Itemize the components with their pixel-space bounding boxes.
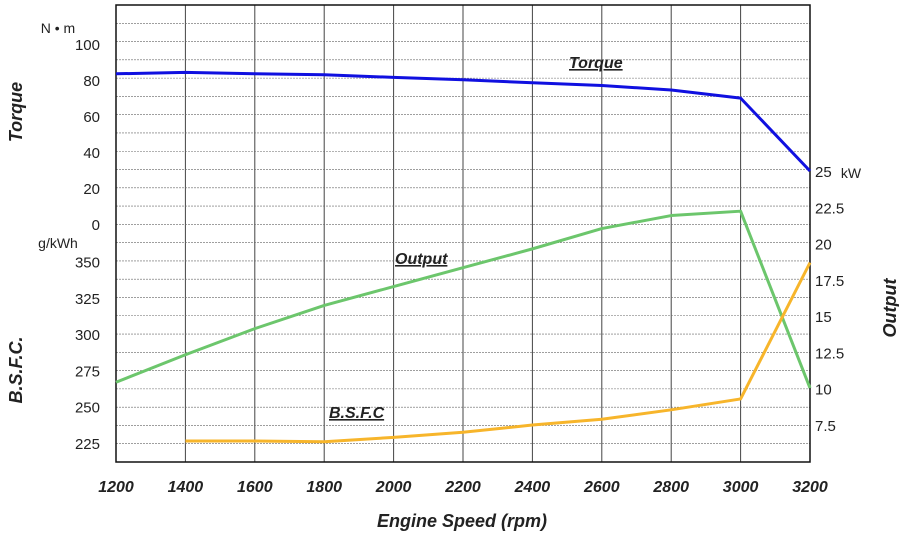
output-series-label: Output — [395, 251, 448, 268]
torque-tick-label: 40 — [83, 145, 100, 162]
bsfc-tick-label: 350 — [75, 255, 100, 272]
x-tick-label: 2400 — [514, 479, 551, 496]
bsfc-tick-label: 225 — [75, 436, 100, 453]
x-tick-label: 1800 — [306, 479, 342, 496]
bsfc-unit-label: g/kWh — [38, 235, 78, 251]
torque-tick-label: 80 — [83, 73, 100, 90]
series-lines — [115, 70, 812, 444]
bsfc-tick-label: 325 — [75, 291, 100, 308]
bsfc-tick-label: 275 — [75, 363, 100, 380]
x-tick-label: 2200 — [444, 479, 481, 496]
torque-line — [115, 70, 812, 173]
x-tick-label: 1200 — [98, 479, 134, 496]
grid — [116, 5, 810, 462]
bsfc-axis-title: B.S.F.C. — [6, 336, 26, 403]
x-axis-title: Engine Speed (rpm) — [377, 511, 547, 531]
bsfc-tick-label: 250 — [75, 400, 100, 417]
x-tick-label: 3200 — [792, 479, 828, 496]
torque-tick-label: 20 — [83, 181, 100, 198]
output-tick-label: 15 — [815, 309, 832, 326]
output-tick-label: 10 — [815, 382, 832, 399]
bsfc-series-label: B.S.F.C — [329, 405, 385, 422]
plot-border — [115, 4, 811, 463]
tick-labels: 0 20 40 60 80 100 225 250 275 300 325 350 7.5 10 12.5 1… — [75, 37, 844, 496]
output-tick-label: 17.5 — [815, 273, 844, 290]
x-tick-label: 1600 — [237, 479, 273, 496]
bsfc-tick-label: 300 — [75, 327, 100, 344]
output-line — [115, 209, 812, 389]
torque-unit-label: N • m — [41, 20, 75, 36]
x-tick-label: 3000 — [723, 479, 759, 496]
output-unit-label: kW — [841, 165, 862, 181]
x-tick-label: 2000 — [375, 479, 412, 496]
b-s-f-c-line — [185, 261, 812, 444]
x-tick-label: 1400 — [168, 479, 204, 496]
torque-series-label: Torque — [569, 55, 623, 72]
output-axis-title: Output — [880, 278, 899, 338]
torque-tick-label: 60 — [83, 109, 100, 126]
torque-tick-label: 0 — [92, 217, 100, 234]
output-tick-label: 22.5 — [815, 200, 844, 217]
output-tick-label: 20 — [815, 237, 832, 254]
torque-axis-title: Torque — [6, 82, 26, 142]
output-tick-label: 12.5 — [815, 345, 844, 362]
output-tick-label: 7.5 — [815, 418, 836, 435]
x-tick-label: 2600 — [583, 479, 620, 496]
output-tick-label: 25 — [815, 164, 832, 181]
x-tick-label: 2800 — [652, 479, 689, 496]
torque-tick-label: 100 — [75, 37, 100, 54]
